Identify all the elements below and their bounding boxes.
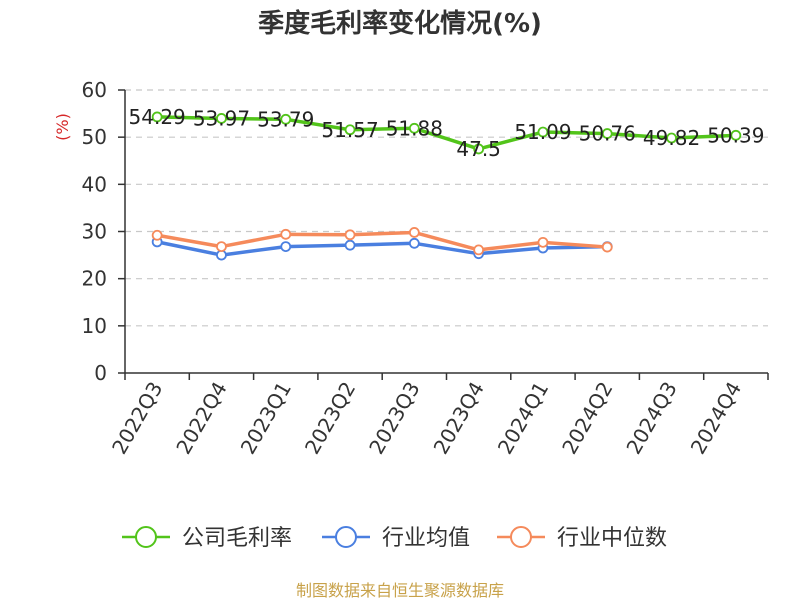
data-point[interactable] (216, 241, 227, 252)
legend-marker[interactable] (135, 526, 157, 548)
legend-marker[interactable] (335, 526, 357, 548)
data-point[interactable] (344, 124, 356, 136)
x-tick-label: 2024Q4 (686, 378, 746, 459)
series-line (157, 115, 736, 151)
y-tick-label: 0 (94, 361, 107, 385)
data-label: 54.29 (129, 105, 186, 129)
legend: 公司毛利率 行业均值 行业中位数 (122, 526, 667, 551)
data-point[interactable] (151, 229, 163, 241)
data-point[interactable] (408, 237, 420, 249)
data-point[interactable] (666, 132, 677, 144)
data-point[interactable] (344, 229, 356, 241)
y-tick-label: 20 (82, 267, 107, 291)
legend-label[interactable]: 公司毛利率 (182, 526, 292, 551)
source-note: 制图数据来自恒生聚源数据库 (296, 581, 504, 600)
data-label: 51.09 (514, 120, 571, 144)
legend-marker[interactable] (510, 526, 532, 548)
data-point[interactable] (408, 122, 420, 134)
data-point[interactable] (280, 113, 292, 125)
data-point[interactable] (344, 239, 356, 251)
axes (118, 89, 769, 380)
x-tick-label: 2024Q1 (493, 378, 553, 459)
data-point[interactable] (601, 241, 613, 253)
x-tick-label: 2022Q4 (171, 378, 231, 459)
data-point[interactable] (408, 227, 420, 238)
data-label: 47.5 (456, 137, 501, 161)
y-tick-label: 10 (82, 314, 107, 338)
data-point[interactable] (216, 113, 227, 124)
data-point[interactable] (280, 228, 292, 240)
data-label: 49.82 (643, 126, 700, 150)
data-labels: 54.29 53.97 53.79 51.57 51.88 47.5 51.09 50.76 4… (129, 105, 765, 161)
chart-title: 季度毛利率变化情况(%) (258, 8, 542, 39)
data-point[interactable] (537, 126, 549, 138)
data-label: 53.97 (193, 106, 250, 130)
y-tick-labels: 0 10 20 30 40 50 60 (82, 78, 107, 385)
x-tick-label: 2023Q3 (364, 378, 424, 459)
data-point[interactable] (473, 143, 485, 155)
legend-label[interactable]: 行业均值 (382, 526, 470, 551)
data-label: 51.88 (386, 116, 443, 140)
legend-label[interactable]: 行业中位数 (557, 526, 667, 551)
y-tick-label: 30 (82, 220, 107, 244)
data-label: 50.39 (707, 123, 764, 147)
x-tick-label: 2023Q4 (429, 378, 489, 459)
data-label: 50.76 (579, 122, 636, 146)
series-line (156, 230, 608, 252)
x-tick-labels: 2022Q3 2022Q4 2023Q1 2023Q2 2023Q3 2023Q4 2024… (107, 378, 746, 459)
y-tick-label: 60 (82, 78, 107, 102)
series-line (156, 240, 608, 257)
data-point[interactable] (730, 129, 742, 141)
data-point[interactable] (601, 128, 613, 139)
y-tick-label: 40 (82, 172, 107, 196)
x-tick-label: 2023Q1 (236, 378, 296, 459)
x-tick-label: 2022Q3 (107, 378, 167, 459)
x-tick-label: 2024Q2 (557, 378, 617, 459)
data-label: 51.57 (321, 118, 378, 142)
data-point[interactable] (280, 241, 292, 252)
data-point[interactable] (473, 244, 485, 256)
data-point[interactable] (537, 236, 549, 248)
x-tick-label: 2024Q3 (621, 378, 681, 459)
data-label: 53.79 (257, 107, 314, 131)
data-point[interactable] (151, 111, 163, 123)
y-tick-label: 50 (82, 125, 107, 149)
x-tick-label: 2023Q2 (300, 378, 360, 459)
y-axis-label: (%) (53, 113, 72, 141)
series-layer (151, 111, 742, 261)
